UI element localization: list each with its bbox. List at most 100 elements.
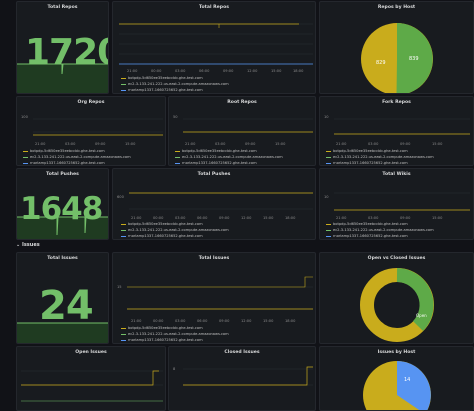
open-issues-panel[interactable]: Open Issues bbox=[16, 346, 166, 411]
legend-item[interactable]: botpdp-5d650ee35eebccbb.ghe-test.com bbox=[326, 222, 408, 226]
x-tick: 09:00 bbox=[219, 216, 230, 220]
panel-title: Total Pushes bbox=[197, 172, 231, 177]
x-tick: 15:00 bbox=[432, 142, 443, 146]
pie-slice bbox=[396, 23, 433, 93]
x-tick: 00:00 bbox=[153, 319, 164, 323]
x-tick: 12:00 bbox=[241, 319, 252, 323]
x-tick: 21:00 bbox=[185, 142, 196, 146]
legend-item[interactable]: ec2-3-133-241-222.us-east-2.compute.amaz… bbox=[121, 228, 229, 232]
org-repos-panel[interactable]: Org Repos 100 21:00 03:00 09:00 15:00 bo… bbox=[16, 96, 166, 166]
legend-item[interactable]: rnorlamp1337-1660725652.ghe-test.com bbox=[326, 234, 408, 238]
legend-item[interactable]: ec2-3-133-241-222.us-east-2.compute.amaz… bbox=[23, 155, 131, 159]
legend-item[interactable]: ec2-3-133-241-222.us-east-2.compute.amaz… bbox=[326, 155, 434, 159]
legend-item[interactable]: ec2-3-133-241-222.us-east-2.compute.amaz… bbox=[175, 155, 283, 159]
y-tick: 600 bbox=[117, 195, 124, 199]
total-repos-timeseries-panel[interactable]: Total Repos botpdp-5d650ee35eebccbb.ghe-… bbox=[112, 1, 316, 94]
x-tick: 03:00 bbox=[175, 216, 186, 220]
graph-area bbox=[183, 118, 313, 133]
legend-item[interactable]: botpdp-5d650ee35eebccbb.ghe-test.com bbox=[121, 326, 203, 330]
panel-title: Total Issues bbox=[47, 256, 78, 261]
x-tick: 12:00 bbox=[247, 69, 258, 73]
row-header-issues[interactable]: ⌄ Issues bbox=[16, 242, 40, 248]
legend-item[interactable]: botpdp-5d650ee35eebccbb.ghe-test.com bbox=[121, 222, 203, 226]
stat-value: 1720 bbox=[25, 32, 108, 73]
donut-label: Open bbox=[416, 313, 427, 318]
x-tick: 03:00 bbox=[368, 216, 379, 220]
legend-item[interactable]: rnorlamp1337-1660725652.ghe-test.com bbox=[326, 161, 408, 165]
legend-item[interactable]: rnorlamp1337-1660725652.ghe-test.com bbox=[121, 338, 203, 342]
x-tick: 21:00 bbox=[131, 319, 142, 323]
panel-title: Total Repos bbox=[199, 5, 229, 10]
x-tick: 15:00 bbox=[263, 216, 274, 220]
x-tick: 18:00 bbox=[285, 216, 296, 220]
legend-item[interactable]: rnorlamp1337-1660725652.ghe-test.com bbox=[121, 234, 203, 238]
total-pushes-timeseries-panel[interactable]: Total Pushes 600 21:00 00:00 03:00 06:00… bbox=[112, 168, 316, 240]
legend-item[interactable]: rnorlamp1337-1660725652.ghe-test.com bbox=[175, 161, 257, 165]
y-tick: 10 bbox=[324, 195, 329, 199]
legend-item[interactable]: botpdp-5d650ee35eebccbb.ghe-test.com bbox=[326, 149, 408, 153]
closed-issues-panel[interactable]: Closed Issues 8 bbox=[168, 346, 316, 411]
pie-label: 14 bbox=[404, 377, 410, 383]
legend-item[interactable]: rnorlamp1337-1660725652.ghe-test.com bbox=[121, 88, 203, 92]
total-issues-timeseries-panel[interactable]: Total Issues 15 21:00 00:00 03:00 06:00 … bbox=[112, 252, 316, 344]
x-tick: 06:00 bbox=[197, 216, 208, 220]
x-tick: 21:00 bbox=[131, 216, 142, 220]
open-vs-closed-issues-panel[interactable]: Open vs Closed Issues Open bbox=[319, 252, 474, 344]
total-issues-stat-panel[interactable]: Total Issues 24 bbox=[16, 252, 109, 344]
total-repos-stat-panel[interactable]: Total Repos 1720 bbox=[16, 1, 109, 94]
legend-item[interactable]: ec2-3-133-241-222.us-east-2.compute.amaz… bbox=[121, 82, 229, 86]
x-tick: 12:00 bbox=[241, 216, 252, 220]
total-pushes-stat-panel[interactable]: Total Pushes 1648 bbox=[16, 168, 109, 240]
x-tick: 15:00 bbox=[125, 142, 136, 146]
legend-item[interactable]: botpdp-5d650ee35eebccbb.ghe-test.com bbox=[121, 76, 203, 80]
graph-area bbox=[129, 192, 313, 210]
x-tick: 15:00 bbox=[275, 142, 286, 146]
y-tick: 15 bbox=[117, 285, 122, 289]
sparkline bbox=[17, 216, 108, 239]
panel-title: Issues by Host bbox=[377, 350, 416, 355]
panel-title: Total Pushes bbox=[46, 172, 79, 177]
x-tick: 03:00 bbox=[175, 319, 186, 323]
x-tick: 09:00 bbox=[400, 142, 411, 146]
x-tick: 15:00 bbox=[263, 319, 274, 323]
fork-repos-panel[interactable]: Fork Repos 10 21:00 03:00 09:00 15:00 bo… bbox=[319, 96, 474, 166]
x-tick: 18:00 bbox=[285, 319, 296, 323]
sparkline bbox=[17, 322, 108, 343]
y-tick: 10 bbox=[324, 115, 329, 119]
panel-title: Open Issues bbox=[75, 350, 107, 355]
x-tick: 03:00 bbox=[65, 142, 76, 146]
total-wikis-panel[interactable]: Total Wikis 10 21:00 03:00 09:00 15:00 b… bbox=[319, 168, 474, 240]
x-tick: 00:00 bbox=[153, 216, 164, 220]
graph-area bbox=[21, 370, 163, 402]
legend-item[interactable]: ec2-3-133-241-222.us-east-2.compute.amaz… bbox=[121, 332, 229, 336]
stat-value: 1648 bbox=[20, 191, 103, 227]
legend-item[interactable]: botpdp-5d650ee35eebccbb.ghe-test.com bbox=[175, 149, 257, 153]
legend-item[interactable]: ec2-3-133-241-222.us-east-2.compute.amaz… bbox=[326, 228, 434, 232]
graph-area bbox=[334, 192, 470, 211]
sparkline bbox=[17, 63, 108, 93]
x-tick: 03:00 bbox=[368, 142, 379, 146]
donut-chart: Open bbox=[360, 268, 434, 342]
pie-chart: 14 bbox=[363, 361, 431, 410]
panel-title: Root Repos bbox=[227, 100, 257, 105]
repos-by-host-panel[interactable]: Repos by Host 829 839 bbox=[319, 1, 474, 94]
pie-label: 829 bbox=[376, 60, 386, 66]
legend-item[interactable]: botpdp-5d650ee35eebccbb.ghe-test.com bbox=[23, 149, 105, 153]
panel-title: Fork Repos bbox=[382, 100, 411, 105]
issues-by-host-panel[interactable]: Issues by Host 14 bbox=[319, 346, 474, 411]
donut-slice bbox=[396, 268, 434, 331]
graph-area bbox=[183, 366, 313, 386]
x-tick: 09:00 bbox=[223, 69, 234, 73]
panel-title: Repos by Host bbox=[377, 5, 416, 10]
panel-title: Org Repos bbox=[77, 100, 105, 105]
x-tick: 15:00 bbox=[271, 69, 282, 73]
x-tick: 09:00 bbox=[245, 142, 256, 146]
x-tick: 21:00 bbox=[336, 142, 347, 146]
root-repos-panel[interactable]: Root Repos 50 21:00 03:00 09:00 15:00 bo… bbox=[168, 96, 316, 166]
x-tick: 00:00 bbox=[151, 69, 162, 73]
y-tick: 100 bbox=[21, 115, 28, 119]
x-tick: 06:00 bbox=[199, 69, 210, 73]
legend-item[interactable]: rnorlamp1337-1660725652.ghe-test.com bbox=[23, 161, 105, 165]
y-tick: 8 bbox=[173, 367, 176, 371]
x-tick: 06:00 bbox=[197, 319, 208, 323]
